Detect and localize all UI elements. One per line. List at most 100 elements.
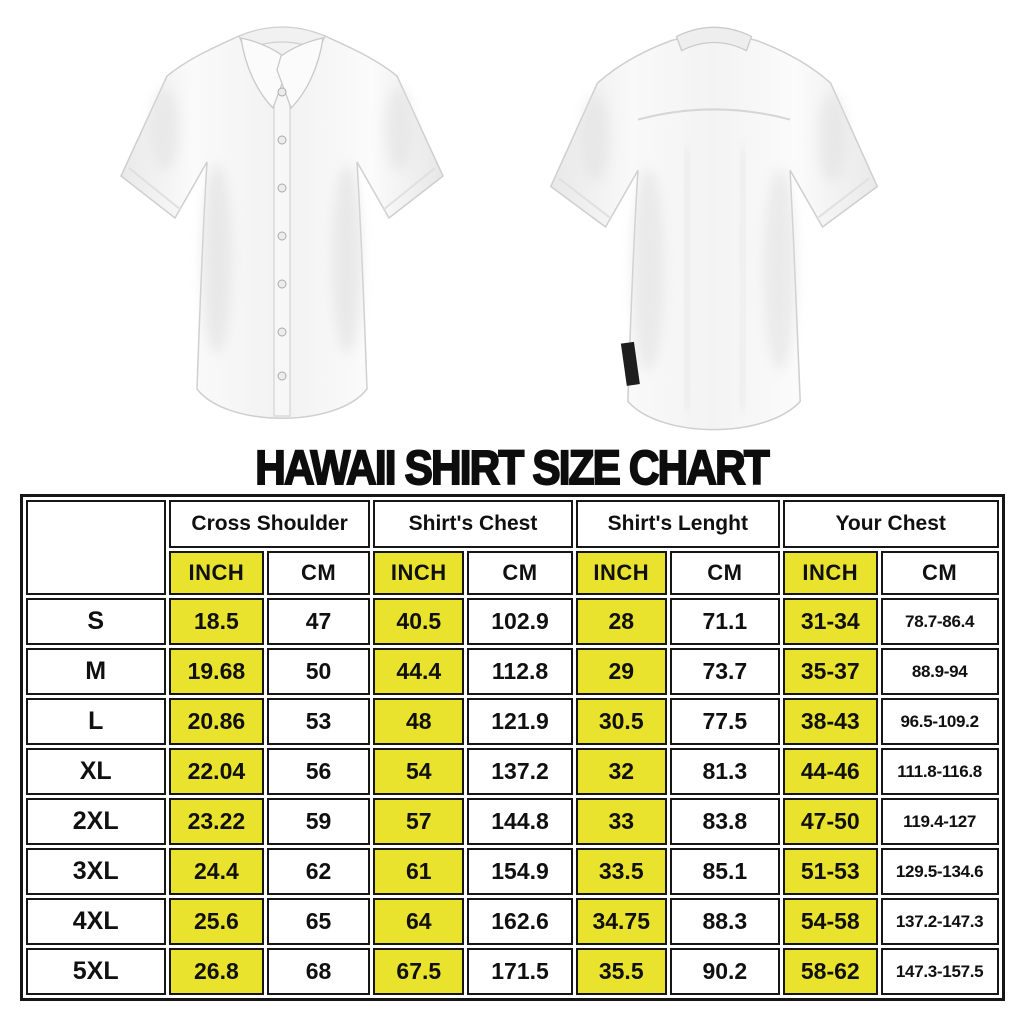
cell-shirts-chest-inch: 57 [373, 798, 465, 845]
cell-cross-shoulder-cm: 53 [266, 698, 371, 745]
cell-shirts-lenght-cm: 81.3 [669, 748, 780, 795]
product-images [0, 0, 1024, 444]
cell-your-chest-cm: 119.4-127 [880, 798, 999, 845]
cell-shirts-lenght-cm: 71.1 [669, 598, 780, 645]
cell-shirts-chest-inch: 44.4 [373, 648, 465, 695]
table-row-2xl: 2XL 23.22 59 57 144.8 33 83.8 47-50 119.… [25, 798, 999, 845]
table-row-m: M 19.68 50 44.4 112.8 29 73.7 35-37 88.9… [25, 648, 999, 695]
corner-cell [25, 500, 166, 595]
unit-cm: CM [669, 551, 780, 595]
cell-your-chest-inch: 38-43 [782, 698, 878, 745]
cell-shirts-chest-cm: 121.9 [467, 698, 573, 745]
cell-shirts-chest-inch: 54 [373, 748, 465, 795]
hem-tag [620, 341, 640, 386]
cell-your-chest-cm: 78.7-86.4 [880, 598, 999, 645]
cell-shirts-lenght-cm: 88.3 [669, 898, 780, 945]
shirt-back-illustration [549, 26, 879, 431]
cell-shirts-chest-cm: 112.8 [467, 648, 573, 695]
cell-shirts-lenght-cm: 73.7 [669, 648, 780, 695]
size-label: 2XL [25, 798, 166, 845]
cell-your-chest-cm: 147.3-157.5 [880, 948, 999, 995]
cell-your-chest-inch: 35-37 [782, 648, 878, 695]
cell-shirts-chest-cm: 171.5 [467, 948, 573, 995]
unit-inch: INCH [168, 551, 264, 595]
table-row-s: S 18.5 47 40.5 102.9 28 71.1 31-34 78.7-… [25, 598, 999, 645]
cell-shirts-chest-inch: 64 [373, 898, 465, 945]
unit-inch: INCH [782, 551, 878, 595]
unit-inch: INCH [373, 551, 465, 595]
page-title: HAWAII SHIRT SIZE CHART [0, 439, 1024, 495]
cell-your-chest-cm: 111.8-116.8 [880, 748, 999, 795]
cell-shirts-lenght-inch: 35.5 [575, 948, 667, 995]
cell-cross-shoulder-cm: 59 [266, 798, 371, 845]
cell-shirts-chest-inch: 48 [373, 698, 465, 745]
cell-cross-shoulder-inch: 24.4 [168, 848, 264, 895]
group-shirts-lenght: Shirt's Lenght [575, 500, 780, 548]
cell-shirts-chest-cm: 102.9 [467, 598, 573, 645]
cell-cross-shoulder-inch: 23.22 [168, 798, 264, 845]
unit-cm: CM [266, 551, 371, 595]
size-label: 4XL [25, 898, 166, 945]
size-label: M [25, 648, 166, 695]
cell-shirts-chest-inch: 61 [373, 848, 465, 895]
cell-cross-shoulder-cm: 68 [266, 948, 371, 995]
cell-shirts-chest-inch: 67.5 [373, 948, 465, 995]
group-shirts-chest: Shirt's Chest [373, 500, 573, 548]
cell-cross-shoulder-cm: 62 [266, 848, 371, 895]
cell-shirts-lenght-inch: 28 [575, 598, 667, 645]
table-row-5xl: 5XL 26.8 68 67.5 171.5 35.5 90.2 58-62 1… [25, 948, 999, 995]
cell-your-chest-inch: 44-46 [782, 748, 878, 795]
size-label: 3XL [25, 848, 166, 895]
cell-shirts-chest-cm: 137.2 [467, 748, 573, 795]
cell-your-chest-cm: 96.5-109.2 [880, 698, 999, 745]
cell-shirts-chest-cm: 162.6 [467, 898, 573, 945]
cell-cross-shoulder-inch: 20.86 [168, 698, 264, 745]
group-header-row: Cross Shoulder Shirt's Chest Shirt's Len… [25, 500, 999, 595]
cell-cross-shoulder-inch: 22.04 [168, 748, 264, 795]
page-title-text: HAWAII SHIRT SIZE CHART [255, 439, 771, 495]
cell-your-chest-inch: 51-53 [782, 848, 878, 895]
size-chart-table: Cross Shoulder Shirt's Chest Shirt's Len… [19, 494, 1005, 1001]
unit-header-row: INCH CM INCH CM INCH CM INCH CM [26, 551, 999, 595]
cell-shirts-lenght-inch: 33.5 [575, 848, 667, 895]
cell-shirts-lenght-inch: 29 [575, 648, 667, 695]
cell-cross-shoulder-inch: 19.68 [168, 648, 264, 695]
cell-shirts-chest-cm: 144.8 [467, 798, 573, 845]
table-row-xl: XL 22.04 56 54 137.2 32 81.3 44-46 111.8… [25, 748, 999, 795]
size-label: 5XL [25, 948, 166, 995]
cell-cross-shoulder-cm: 65 [266, 898, 371, 945]
cell-shirts-lenght-inch: 33 [575, 798, 667, 845]
cell-cross-shoulder-cm: 50 [266, 648, 371, 695]
cell-your-chest-cm: 137.2-147.3 [880, 898, 999, 945]
cell-your-chest-inch: 54-58 [782, 898, 878, 945]
unit-cm: CM [467, 551, 573, 595]
group-cross-shoulder: Cross Shoulder [168, 500, 371, 548]
cell-cross-shoulder-cm: 47 [266, 598, 371, 645]
cell-cross-shoulder-inch: 26.8 [168, 948, 264, 995]
cell-your-chest-inch: 47-50 [782, 798, 878, 845]
unit-inch: INCH [575, 551, 667, 595]
cell-your-chest-inch: 31-34 [782, 598, 878, 645]
cell-shirts-lenght-cm: 83.8 [669, 798, 780, 845]
size-label: S [25, 598, 166, 645]
cell-cross-shoulder-inch: 18.5 [168, 598, 264, 645]
cell-shirts-lenght-cm: 90.2 [669, 948, 780, 995]
group-your-chest: Your Chest [782, 500, 999, 548]
cell-shirts-lenght-cm: 85.1 [669, 848, 780, 895]
cell-your-chest-cm: 88.9-94 [880, 648, 999, 695]
cell-your-chest-cm: 129.5-134.6 [880, 848, 999, 895]
cell-shirts-lenght-inch: 30.5 [575, 698, 667, 745]
table-row-3xl: 3XL 24.4 62 61 154.9 33.5 85.1 51-53 129… [25, 848, 999, 895]
unit-cm: CM [880, 551, 999, 595]
cell-cross-shoulder-cm: 56 [266, 748, 371, 795]
cell-your-chest-inch: 58-62 [782, 948, 878, 995]
cell-shirts-lenght-cm: 77.5 [669, 698, 780, 745]
size-label: XL [25, 748, 166, 795]
cell-shirts-lenght-inch: 32 [575, 748, 667, 795]
shirt-front-illustration [120, 26, 444, 419]
cell-shirts-lenght-inch: 34.75 [575, 898, 667, 945]
cell-cross-shoulder-inch: 25.6 [168, 898, 264, 945]
size-label: L [25, 698, 166, 745]
cell-shirts-chest-cm: 154.9 [467, 848, 573, 895]
